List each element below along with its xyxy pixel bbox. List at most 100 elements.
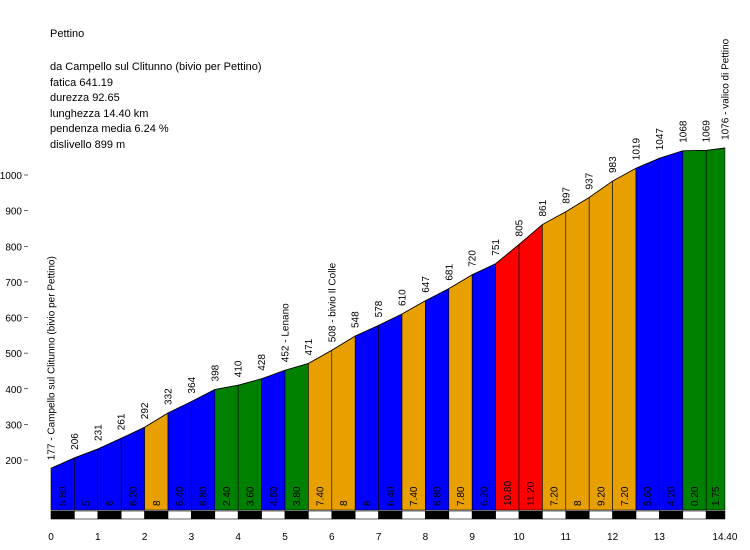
segment-26 <box>659 150 684 511</box>
segment-21 <box>542 211 567 511</box>
altitude-label-19: 751 <box>491 239 502 256</box>
gradient-label-27: 0.20 <box>690 486 701 506</box>
ruler-block-9 <box>261 510 286 520</box>
ruler-block-11 <box>308 510 333 520</box>
gradient-label-10: 3.80 <box>292 486 303 506</box>
gradient-label-14: 6.40 <box>386 486 397 506</box>
ruler-block-15 <box>401 510 426 520</box>
gradient-label-17: 7.80 <box>456 486 467 506</box>
segment-15 <box>401 300 426 511</box>
gradient-label-5: 6.40 <box>175 486 186 506</box>
altitude-label-11: 471 <box>304 338 315 355</box>
x-tick-label-5: 5 <box>282 532 288 543</box>
segment-25 <box>635 157 660 511</box>
ruler-block-23 <box>588 510 613 520</box>
altitude-label-10: 452 - Lenano <box>281 303 292 362</box>
altitude-label-22: 897 <box>561 187 572 204</box>
ruler-block-4 <box>144 510 169 520</box>
altitude-label-24: 983 <box>608 156 619 173</box>
altitude-label-12: 508 - bivio Il Colle <box>327 262 338 342</box>
ruler-block-8 <box>237 510 262 520</box>
segment-2 <box>97 437 122 511</box>
x-tick-label-0: 0 <box>48 532 54 543</box>
gradient-label-12: 8 <box>339 500 350 506</box>
altitude-label-25: 1019 <box>632 138 643 161</box>
ruler-block-7 <box>214 510 239 520</box>
ruler-block-2 <box>97 510 122 520</box>
altitude-label-5: 332 <box>164 388 175 405</box>
gradient-label-15: 7.40 <box>409 486 420 506</box>
ruler-block-5 <box>167 510 192 520</box>
gradient-label-19: 10.80 <box>503 481 514 506</box>
fatica-text: fatica 641.19 <box>50 76 113 89</box>
ruler-block-20 <box>518 510 543 520</box>
altitude-label-0: 177 - Campello sul Clitunno (bivio per P… <box>47 256 58 460</box>
x-tick-label-7: 7 <box>376 532 382 543</box>
x-axis: 0 1 2 3 4 5 6 7 8 9 10 11 12 13 14.40 <box>48 532 738 543</box>
altitude-label-16: 647 <box>421 276 432 293</box>
segment-11 <box>308 349 333 511</box>
segment-27 <box>682 150 707 511</box>
altitude-label-28: 1069 <box>702 120 713 143</box>
gradient-label-26: 4.20 <box>667 486 678 506</box>
x-tick-label-4: 4 <box>235 532 241 543</box>
x-tick-label-8: 8 <box>423 532 429 543</box>
altitude-label-23: 937 <box>585 172 596 189</box>
km-ruler <box>50 510 726 520</box>
climb-title: Pettino <box>50 28 85 40</box>
gradient-label-13: 6 <box>362 500 373 506</box>
altitude-labels: 177 - Campello sul Clitunno (bivio per P… <box>47 38 732 460</box>
ruler-block-28 <box>705 510 726 520</box>
altitude-label-7: 398 <box>210 364 221 381</box>
ruler-block-19 <box>495 510 520 520</box>
y-tick-label-700: 700 <box>5 278 22 289</box>
x-tick-label-10: 10 <box>513 532 525 543</box>
gradient-label-16: 6.80 <box>433 486 444 506</box>
segment-13 <box>354 324 379 511</box>
altitude-label-9: 428 <box>257 354 268 371</box>
ruler-block-6 <box>191 510 216 520</box>
altitude-label-20: 805 <box>515 219 526 236</box>
gradient-label-4: 8 <box>152 500 163 506</box>
ruler-block-21 <box>542 510 567 520</box>
altitude-label-17: 681 <box>444 264 455 281</box>
y-axis: 200 300 400 500 600 700 800 900 1000 <box>0 171 28 467</box>
y-tick-label-900: 900 <box>5 207 22 218</box>
segment-19 <box>495 243 520 511</box>
segment-20 <box>518 223 543 511</box>
start-point-text: da Campello sul Clitunno (bivio per Pett… <box>50 61 262 73</box>
y-tick-label-600: 600 <box>5 314 22 325</box>
gradient-label-8: 3.60 <box>245 486 256 506</box>
x-tick-label-1: 1 <box>95 532 101 543</box>
dislivello-text: dislivello 899 m <box>50 138 126 151</box>
x-tick-label-2: 2 <box>142 532 148 543</box>
segment-16 <box>425 288 450 511</box>
y-tick-label-200: 200 <box>5 456 22 467</box>
gradient-label-2: 6 <box>105 500 116 506</box>
ruler-block-18 <box>471 510 496 520</box>
gradient-label-7: 2.40 <box>222 486 233 506</box>
y-tick-label-500: 500 <box>5 349 22 360</box>
ruler-block-26 <box>659 510 684 520</box>
gradient-label-0: 5.80 <box>58 486 69 506</box>
gradient-label-23: 9.20 <box>596 486 607 506</box>
segment-28 <box>705 147 726 511</box>
ruler-block-12 <box>331 510 356 520</box>
ruler-block-22 <box>565 510 590 520</box>
gradient-label-24: 7.20 <box>620 486 631 506</box>
gradient-label-28: 1.75 <box>711 486 722 506</box>
ruler-block-0 <box>50 510 75 520</box>
segment-22 <box>565 196 590 511</box>
altitude-label-15: 610 <box>398 289 409 306</box>
altitude-label-14: 578 <box>374 300 385 317</box>
ruler-block-14 <box>378 510 403 520</box>
profile-segments <box>50 147 726 511</box>
durezza-text: durezza 92.65 <box>50 92 120 104</box>
altitude-label-6: 364 <box>187 376 198 393</box>
altitude-label-18: 720 <box>468 250 479 267</box>
altitude-label-3: 261 <box>117 413 128 430</box>
ruler-block-16 <box>425 510 450 520</box>
gradient-label-22: 8 <box>573 500 584 506</box>
lunghezza-text: lunghezza 14.40 km <box>50 107 149 120</box>
